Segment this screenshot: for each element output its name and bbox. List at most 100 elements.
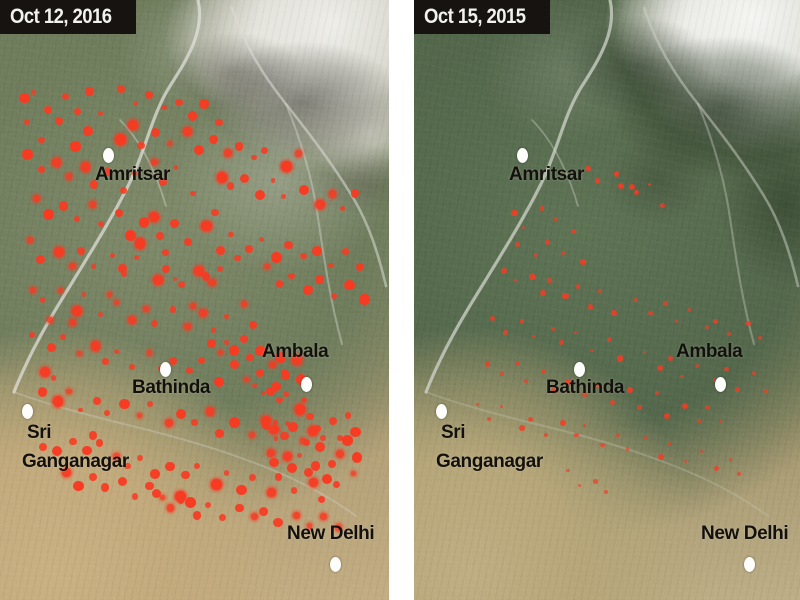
fire-detection-marker bbox=[699, 449, 704, 454]
fire-detection-marker bbox=[239, 174, 249, 184]
fire-detection-marker bbox=[194, 462, 201, 469]
fire-detection-marker bbox=[239, 335, 248, 343]
fire-detection-marker bbox=[251, 154, 257, 161]
fire-detection-marker bbox=[55, 117, 64, 126]
fire-detection-marker bbox=[184, 323, 192, 331]
fire-detection-marker bbox=[124, 229, 136, 241]
fire-detection-marker bbox=[626, 386, 634, 394]
fire-detection-marker bbox=[280, 368, 287, 375]
fire-detection-marker bbox=[489, 316, 495, 322]
fire-detection-marker bbox=[276, 396, 283, 404]
fire-detection-marker bbox=[351, 452, 363, 463]
fire-detection-marker bbox=[560, 419, 567, 426]
fire-detection-marker bbox=[213, 376, 225, 388]
fire-detection-marker bbox=[350, 470, 356, 476]
city-label: New Delhi bbox=[287, 523, 375, 544]
fire-detection-marker bbox=[145, 481, 154, 491]
fire-detection-marker bbox=[30, 90, 36, 96]
fire-detection-marker bbox=[65, 173, 73, 180]
fire-detection-marker bbox=[192, 511, 202, 520]
fire-detection-marker bbox=[625, 447, 630, 451]
fire-detection-marker bbox=[92, 397, 101, 405]
fire-detection-marker bbox=[169, 357, 177, 366]
fire-detection-marker bbox=[167, 141, 173, 146]
fire-detection-marker bbox=[258, 236, 265, 242]
fire-detection-marker bbox=[85, 87, 94, 97]
fire-detection-marker bbox=[109, 252, 115, 258]
fire-detection-marker bbox=[119, 398, 130, 410]
fire-detection-marker bbox=[190, 303, 197, 310]
fire-detection-marker bbox=[303, 284, 314, 295]
fire-detection-marker bbox=[600, 442, 605, 447]
fire-detection-marker bbox=[484, 361, 491, 368]
fire-detection-marker bbox=[350, 189, 360, 198]
fire-detection-marker bbox=[248, 474, 256, 481]
fire-detection-marker bbox=[273, 518, 283, 528]
fire-detection-marker bbox=[275, 279, 284, 288]
fire-detection-marker bbox=[355, 263, 364, 272]
fire-detection-marker bbox=[112, 453, 120, 461]
fire-detection-marker bbox=[667, 442, 671, 446]
fire-detection-marker bbox=[66, 388, 72, 395]
fire-detection-marker bbox=[642, 351, 646, 355]
fire-detection-marker bbox=[315, 274, 325, 284]
fire-detection-marker bbox=[616, 355, 624, 362]
fire-detection-marker bbox=[127, 315, 137, 324]
fire-detection-marker bbox=[566, 468, 570, 473]
fire-detection-marker bbox=[582, 424, 587, 429]
fire-detection-marker bbox=[573, 331, 577, 335]
fire-detection-marker bbox=[72, 480, 84, 492]
fire-detection-marker bbox=[207, 278, 216, 287]
field-texture-layer bbox=[414, 0, 800, 600]
fire-detection-marker bbox=[613, 171, 620, 178]
fire-detection-marker bbox=[117, 476, 127, 487]
fire-detection-marker bbox=[69, 319, 76, 326]
city-label: Ganganagar bbox=[22, 451, 129, 472]
fire-detection-marker bbox=[131, 493, 139, 500]
fire-detection-marker bbox=[704, 325, 709, 329]
fire-detection-marker bbox=[161, 248, 170, 257]
fire-detection-marker bbox=[617, 182, 624, 189]
fire-detection-marker bbox=[148, 211, 160, 223]
fire-detection-marker bbox=[30, 286, 36, 293]
fire-detection-marker bbox=[246, 353, 254, 361]
fire-detection-marker bbox=[519, 424, 525, 431]
fire-detection-marker bbox=[114, 348, 120, 354]
fire-detection-marker bbox=[513, 278, 518, 283]
mountain-ridge-layer bbox=[414, 0, 800, 600]
fire-detection-marker bbox=[199, 309, 207, 318]
fire-detection-marker bbox=[244, 244, 253, 253]
fire-detection-marker bbox=[273, 435, 279, 441]
fire-detection-marker bbox=[260, 147, 268, 155]
fire-detection-marker bbox=[320, 513, 327, 521]
fire-detection-marker bbox=[683, 460, 687, 464]
fire-detection-marker bbox=[514, 242, 520, 248]
fire-detection-marker bbox=[579, 258, 587, 266]
fire-detection-marker bbox=[60, 334, 66, 340]
fire-detection-marker bbox=[97, 312, 103, 318]
fire-detection-marker bbox=[100, 483, 110, 492]
fire-detection-marker bbox=[350, 427, 361, 438]
fire-detection-marker bbox=[718, 419, 722, 424]
fire-detection-marker bbox=[229, 345, 240, 356]
date-banner-2015: Oct 15, 2015 bbox=[414, 0, 551, 34]
fire-detection-marker bbox=[200, 220, 212, 232]
fire-detection-marker bbox=[637, 405, 642, 410]
fire-detection-marker bbox=[571, 229, 577, 234]
fire-detection-marker bbox=[577, 483, 582, 487]
fire-detection-marker bbox=[214, 428, 224, 438]
fire-detection-marker bbox=[573, 432, 579, 438]
fire-detection-marker bbox=[218, 349, 224, 355]
city-marker-dot bbox=[330, 557, 341, 572]
fire-detection-marker bbox=[197, 356, 206, 364]
fire-detection-marker bbox=[38, 442, 47, 451]
fire-detection-marker bbox=[515, 361, 520, 366]
city-label: Amritsar bbox=[95, 164, 170, 185]
fire-detection-marker bbox=[292, 511, 301, 520]
fire-detection-marker bbox=[145, 90, 154, 99]
fire-detection-marker bbox=[251, 513, 259, 521]
fire-detection-marker bbox=[194, 265, 205, 277]
river-network bbox=[424, 0, 800, 517]
fire-detection-marker bbox=[511, 209, 518, 217]
fire-detection-marker bbox=[134, 238, 146, 249]
